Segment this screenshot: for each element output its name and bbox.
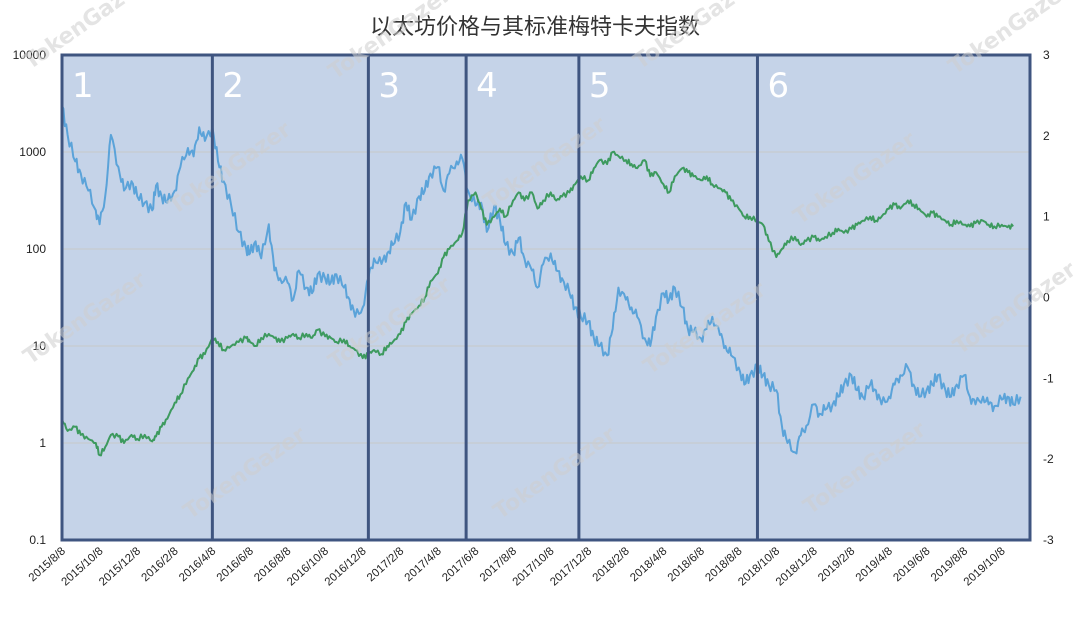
region-layer: 1 2 3 4 5 6	[62, 55, 1030, 540]
region-label-4: 4	[476, 66, 498, 106]
x-axis-tick: 2016/2/8	[139, 545, 180, 584]
x-axis-tick: 2017/4/8	[403, 545, 444, 584]
series-line-price	[61, 105, 1022, 455]
x-axis-tick: 2018/4/8	[628, 545, 669, 584]
series-layer	[61, 105, 1022, 457]
right-axis-tick-2: 2	[1043, 129, 1050, 143]
grid-layer	[62, 151, 1030, 444]
right-axis-tick-0: 0	[1043, 291, 1050, 305]
left-axis-tick-10000: 10000	[13, 48, 47, 62]
region-label-6: 6	[767, 66, 789, 106]
plot-border	[60, 53, 1032, 542]
x-axis-tick: 2016/6/8	[215, 545, 256, 584]
right-axis-tick--2: -2	[1043, 452, 1054, 466]
region-label-3: 3	[378, 66, 400, 106]
x-axis-tick: 2018/6/8	[666, 545, 707, 584]
right-axis-tick--3: -3	[1043, 533, 1054, 547]
x-axis-tick: 2016/12/8	[323, 545, 369, 588]
x-axis-tick: 2018/2/8	[591, 545, 632, 584]
left-axis-tick-1000: 1000	[19, 145, 46, 159]
border-layer	[60, 53, 1032, 542]
region-label-5: 5	[589, 66, 611, 106]
x-axis-tick: 2019/10/8	[962, 545, 1008, 588]
x-axis-tick: 2017/12/8	[548, 545, 594, 588]
plot-background	[62, 55, 1030, 540]
x-axis-tick: 2016/4/8	[177, 545, 218, 584]
region-label-1: 1	[72, 66, 94, 106]
x-axis-tick: 2017/2/8	[365, 545, 406, 584]
left-axis-tick-0.1: 0.1	[29, 533, 46, 547]
series-line-metcalfe-index	[61, 150, 1014, 457]
left-axis-tick-100: 100	[26, 242, 46, 256]
left-axis-tick-10: 10	[33, 339, 47, 353]
region-label-2: 2	[222, 66, 244, 106]
right-axis-tick-1: 1	[1043, 210, 1050, 224]
x-axis-tick: 2017/6/8	[440, 545, 481, 584]
x-axis-tick: 2019/6/8	[891, 545, 932, 584]
x-axis-tick: 2018/12/8	[774, 545, 820, 588]
chart-title: 以太坊价格与其标准梅特卡夫指数	[370, 15, 700, 40]
x-axis-tick: 2019/4/8	[854, 545, 895, 584]
right-axis-tick--1: -1	[1043, 371, 1054, 385]
left-axis-tick-1: 1	[39, 436, 46, 450]
x-axis-tick: 2015/12/8	[97, 545, 143, 588]
right-axis-tick-3: 3	[1043, 48, 1050, 62]
x-axis-tick: 2019/2/8	[816, 545, 857, 584]
